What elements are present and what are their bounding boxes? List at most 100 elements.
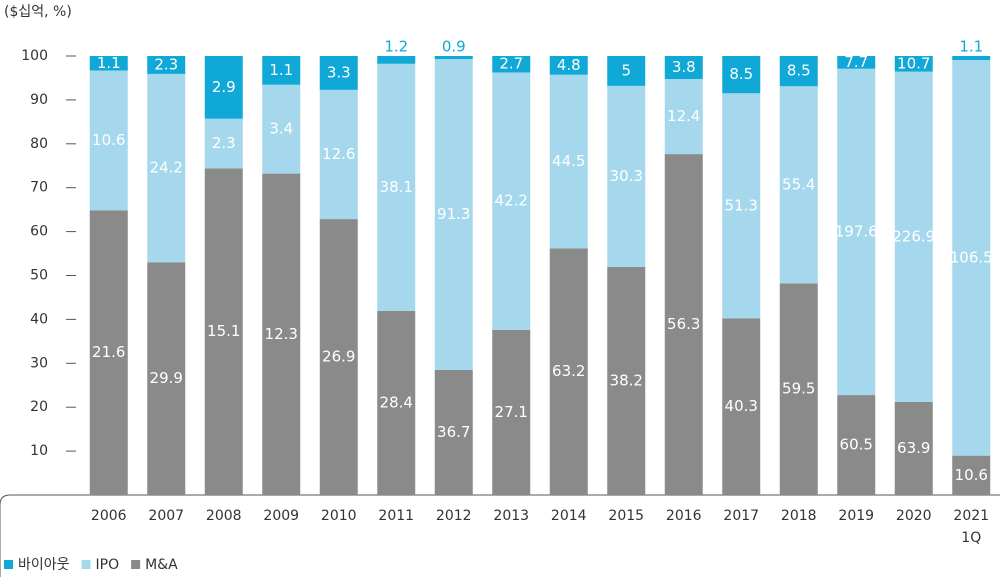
- x-tick-label: 2015: [608, 508, 644, 524]
- value-label: 12.4: [667, 107, 700, 125]
- value-label: 38.1: [380, 178, 413, 196]
- value-label: 51.3: [725, 196, 758, 214]
- y-tick-label: 30: [30, 355, 48, 371]
- value-label: 24.2: [150, 159, 183, 177]
- bar-segment: [894, 71, 933, 402]
- legend-swatch: [4, 560, 13, 569]
- x-tick-label: 2020: [896, 508, 932, 524]
- value-label: 0.9: [442, 38, 466, 56]
- value-label: 226.9: [892, 227, 935, 245]
- frame: [0, 494, 1000, 577]
- x-tick-label: 2012: [436, 508, 472, 524]
- y-tick-label: 40: [30, 311, 48, 327]
- x-tick-label: 2010: [321, 508, 357, 524]
- x-tick-label: 2006: [91, 508, 127, 524]
- bar-segment: [952, 56, 991, 61]
- bar-segment: [147, 73, 186, 263]
- bar-segment: [664, 154, 703, 495]
- bar-segment: [894, 56, 933, 72]
- x-tick-label: 2008: [206, 508, 242, 524]
- value-label: 10.6: [92, 131, 125, 149]
- value-label: 1.1: [97, 54, 121, 72]
- bar-segment: [262, 84, 301, 174]
- value-label: 30.3: [610, 167, 643, 185]
- bar-segment: [147, 56, 186, 74]
- y-axis-label: ($십억, %): [4, 4, 72, 20]
- value-label: 10.7: [897, 54, 930, 72]
- value-label: 3.3: [327, 63, 351, 81]
- bar-segment: [549, 248, 588, 495]
- bar-segment: [607, 85, 646, 267]
- x-tick-label: 2019: [838, 508, 874, 524]
- x-tick-label: 2017: [723, 508, 759, 524]
- bar-segment: [377, 56, 416, 64]
- value-label: 2.3: [154, 55, 178, 73]
- legend-swatch: [131, 560, 141, 569]
- x-tick-label: 2013: [493, 508, 529, 524]
- bar-segment: [664, 56, 703, 80]
- y-tick-label: 90: [30, 92, 48, 108]
- legend-label: M&A: [145, 557, 178, 573]
- value-label: 40.3: [725, 397, 758, 415]
- value-label: 29.9: [150, 369, 183, 387]
- x-tick-label: 2014: [551, 508, 587, 524]
- bar-segment: [377, 310, 416, 495]
- value-label: 26.9: [322, 348, 355, 366]
- y-tick-label: 70: [30, 180, 48, 196]
- bar-segment: [377, 63, 416, 311]
- bar-segment: [434, 56, 473, 60]
- value-label: 2.7: [499, 55, 523, 73]
- x-tick-label: 2011: [378, 508, 414, 524]
- y-tick-label: 20: [30, 399, 48, 415]
- bar-segment: [779, 283, 818, 495]
- bar-segment: [204, 56, 243, 119]
- y-tick-label: 60: [30, 224, 48, 240]
- value-label: 63.9: [897, 439, 930, 457]
- x-tick-label: 2007: [148, 508, 184, 524]
- legend-swatch: [81, 560, 91, 569]
- bar-segment: [89, 210, 128, 496]
- bar-segment: [952, 60, 991, 456]
- bar-segment: [837, 56, 876, 69]
- value-label: 63.2: [552, 362, 585, 380]
- value-label: 27.1: [495, 403, 528, 421]
- y-tick-label: 50: [30, 268, 48, 284]
- bar-segment: [492, 72, 531, 330]
- value-label: 3.4: [269, 120, 293, 138]
- y-tick-label: 10: [30, 443, 48, 459]
- value-label: 5: [621, 61, 631, 79]
- y-tick-label: 80: [30, 136, 48, 152]
- value-label: 12.3: [265, 325, 298, 343]
- value-label: 7.7: [844, 53, 868, 71]
- bar-segment: [664, 79, 703, 155]
- bar-segment: [779, 56, 818, 87]
- value-label: 3.8: [672, 58, 696, 76]
- value-label: 36.7: [437, 423, 470, 441]
- value-label: 2.3: [212, 134, 236, 152]
- bar-segment: [262, 173, 301, 495]
- bar-segment: [262, 56, 301, 85]
- value-label: 42.2: [495, 192, 528, 210]
- value-label: 15.1: [207, 322, 240, 340]
- bar-segment: [492, 56, 531, 73]
- value-label: 197.6: [835, 222, 878, 240]
- value-label: 44.5: [552, 152, 585, 170]
- value-label: 2.9: [212, 78, 236, 96]
- x-tick-label: 2021 1Q: [953, 508, 989, 546]
- bar-segment: [837, 395, 876, 495]
- bar-segment: [147, 262, 186, 495]
- value-label: 1.1: [959, 38, 983, 56]
- x-tick-label: 2016: [666, 508, 702, 524]
- bar-segment: [319, 56, 358, 90]
- bar-segment: [549, 56, 588, 75]
- bar-segment: [89, 70, 128, 211]
- bar-segment: [204, 118, 243, 169]
- value-label: 21.6: [92, 343, 125, 361]
- bar-segment: [549, 74, 588, 249]
- bar-segment: [607, 266, 646, 495]
- value-label: 1.2: [384, 38, 408, 56]
- y-tick-label: 100: [21, 48, 48, 64]
- value-label: 55.4: [782, 175, 815, 193]
- value-label: 38.2: [610, 371, 643, 389]
